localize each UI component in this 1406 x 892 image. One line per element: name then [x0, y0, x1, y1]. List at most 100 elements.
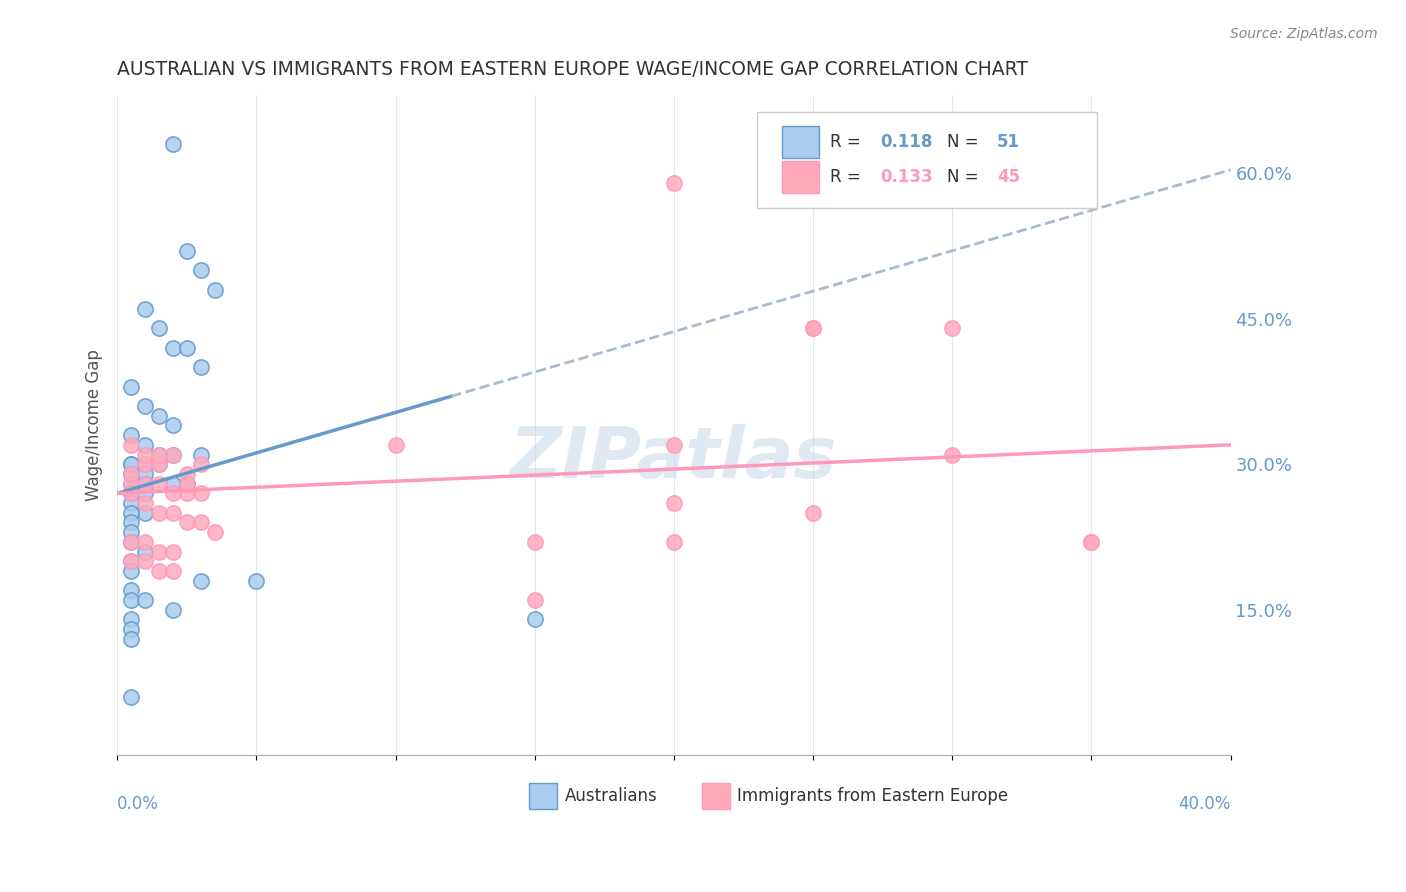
Text: 51: 51: [997, 133, 1019, 152]
Text: R =: R =: [830, 169, 866, 186]
Point: [134, 593, 156, 607]
Point: [204, 283, 226, 297]
Point: [190, 448, 212, 462]
Point: [120, 467, 142, 481]
Point: [120, 690, 142, 705]
Point: [523, 593, 546, 607]
Bar: [782, 161, 818, 193]
Point: [120, 583, 142, 598]
Point: [120, 496, 142, 510]
Point: [190, 457, 212, 471]
Point: [176, 476, 198, 491]
Point: [120, 525, 142, 540]
Point: [120, 622, 142, 636]
Point: [134, 534, 156, 549]
Point: [148, 457, 170, 471]
Point: [204, 525, 226, 540]
Text: N =: N =: [946, 169, 984, 186]
Point: [120, 506, 142, 520]
Point: [134, 506, 156, 520]
Point: [162, 506, 184, 520]
Point: [801, 321, 824, 335]
Point: [134, 457, 156, 471]
Point: [662, 438, 685, 452]
Point: [190, 360, 212, 375]
Point: [801, 506, 824, 520]
Text: N =: N =: [946, 133, 984, 152]
Point: [190, 574, 212, 588]
Point: [148, 476, 170, 491]
Point: [120, 476, 142, 491]
Point: [134, 399, 156, 413]
Point: [176, 341, 198, 355]
Point: [162, 448, 184, 462]
Point: [384, 438, 406, 452]
Text: ZIPatlas: ZIPatlas: [510, 424, 838, 493]
Point: [190, 263, 212, 277]
Point: [662, 496, 685, 510]
Point: [1080, 534, 1102, 549]
Text: 0.0%: 0.0%: [117, 795, 159, 813]
Point: [134, 486, 156, 500]
Point: [120, 554, 142, 568]
Point: [120, 486, 142, 500]
Bar: [782, 127, 818, 158]
Point: [245, 574, 267, 588]
FancyBboxPatch shape: [758, 112, 1097, 208]
Point: [134, 554, 156, 568]
Point: [120, 593, 142, 607]
Point: [162, 564, 184, 578]
Point: [134, 476, 156, 491]
Point: [120, 476, 142, 491]
Point: [148, 544, 170, 558]
Y-axis label: Wage/Income Gap: Wage/Income Gap: [86, 350, 103, 501]
Text: Source: ZipAtlas.com: Source: ZipAtlas.com: [1230, 27, 1378, 41]
Point: [162, 418, 184, 433]
Point: [162, 448, 184, 462]
Point: [190, 486, 212, 500]
Text: Immigrants from Eastern Europe: Immigrants from Eastern Europe: [737, 788, 1008, 805]
Point: [162, 136, 184, 151]
Point: [134, 496, 156, 510]
Point: [120, 632, 142, 646]
Point: [162, 486, 184, 500]
Point: [120, 516, 142, 530]
Point: [134, 457, 156, 471]
Bar: [702, 783, 730, 809]
Point: [801, 321, 824, 335]
Point: [162, 341, 184, 355]
Point: [120, 486, 142, 500]
Bar: [529, 783, 557, 809]
Point: [120, 612, 142, 626]
Point: [523, 534, 546, 549]
Point: [120, 564, 142, 578]
Point: [162, 476, 184, 491]
Point: [176, 244, 198, 258]
Point: [134, 476, 156, 491]
Point: [120, 467, 142, 481]
Point: [176, 467, 198, 481]
Point: [134, 448, 156, 462]
Point: [176, 486, 198, 500]
Point: [148, 457, 170, 471]
Point: [941, 321, 963, 335]
Point: [176, 476, 198, 491]
Text: Australians: Australians: [565, 788, 658, 805]
Point: [134, 301, 156, 316]
Point: [134, 544, 156, 558]
Point: [148, 409, 170, 423]
Point: [134, 438, 156, 452]
Point: [120, 457, 142, 471]
Text: AUSTRALIAN VS IMMIGRANTS FROM EASTERN EUROPE WAGE/INCOME GAP CORRELATION CHART: AUSTRALIAN VS IMMIGRANTS FROM EASTERN EU…: [117, 60, 1028, 78]
Point: [134, 467, 156, 481]
Text: R =: R =: [830, 133, 866, 152]
Point: [148, 448, 170, 462]
Point: [523, 612, 546, 626]
Text: 0.133: 0.133: [880, 169, 932, 186]
Point: [176, 516, 198, 530]
Point: [120, 438, 142, 452]
Point: [120, 467, 142, 481]
Point: [120, 534, 142, 549]
Point: [162, 544, 184, 558]
Point: [190, 516, 212, 530]
